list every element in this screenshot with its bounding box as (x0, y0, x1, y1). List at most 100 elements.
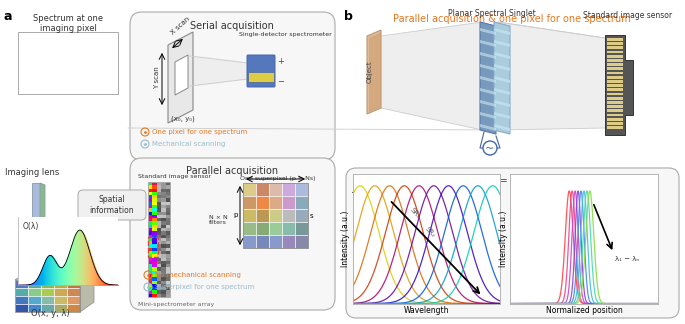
Text: Planar Spectral Singlet: Planar Spectral Singlet (448, 9, 536, 18)
Circle shape (483, 141, 497, 155)
Bar (157, 218, 161, 221)
Bar (41, 280, 54, 288)
Bar (157, 290, 161, 294)
Polygon shape (369, 32, 381, 112)
Bar (67, 304, 80, 312)
Polygon shape (480, 52, 496, 59)
Bar (157, 287, 161, 290)
Bar (148, 231, 152, 235)
Text: Spectral datacube: Spectral datacube (29, 262, 106, 271)
Bar (166, 274, 170, 277)
Bar (166, 281, 170, 284)
Y-axis label: Intensity (a.u.): Intensity (a.u.) (499, 211, 508, 267)
Text: X scan: X scan (169, 16, 190, 36)
Bar (157, 238, 161, 241)
FancyBboxPatch shape (247, 55, 275, 87)
Bar (243, 183, 256, 196)
Text: Serial acquisition: Serial acquisition (190, 21, 274, 31)
Bar (152, 195, 157, 198)
Bar (54, 296, 67, 304)
Bar (161, 294, 166, 297)
Bar (152, 215, 157, 218)
Bar (161, 228, 166, 231)
Bar (295, 235, 308, 248)
Bar (166, 294, 170, 297)
Text: b: b (344, 10, 353, 23)
Bar (152, 294, 157, 297)
Bar (152, 277, 157, 281)
Bar (41, 296, 54, 304)
Bar (256, 183, 269, 196)
Bar (166, 192, 170, 195)
Bar (607, 105, 623, 108)
Text: Single-detector spectrometer: Single-detector spectrometer (238, 32, 332, 37)
Polygon shape (480, 40, 496, 47)
Bar (243, 196, 256, 209)
Bar (166, 215, 170, 218)
Bar (15, 280, 28, 288)
Bar (607, 51, 623, 53)
Bar (157, 271, 161, 274)
Bar (166, 258, 170, 261)
Y-axis label: Intensity (a.u.): Intensity (a.u.) (341, 211, 350, 267)
Bar (157, 264, 161, 267)
Bar (18, 32, 118, 94)
Bar (157, 205, 161, 208)
Bar (607, 46, 623, 49)
Bar (256, 222, 269, 235)
Bar (148, 185, 152, 189)
Bar (161, 248, 166, 251)
Bar (54, 304, 67, 312)
Bar (248, 72, 274, 82)
Text: (x₀, y₀): (x₀, y₀) (171, 115, 195, 122)
Bar (161, 287, 166, 290)
FancyBboxPatch shape (346, 168, 679, 318)
Polygon shape (480, 64, 496, 71)
Bar (166, 267, 170, 271)
Bar (148, 182, 152, 185)
Bar (166, 225, 170, 228)
Bar (161, 281, 166, 284)
Bar (166, 261, 170, 264)
FancyBboxPatch shape (78, 190, 146, 220)
Polygon shape (494, 64, 510, 71)
Bar (161, 264, 166, 267)
Bar (282, 183, 295, 196)
Bar (607, 97, 623, 99)
Bar (161, 271, 166, 274)
Bar (161, 225, 166, 228)
Bar (607, 122, 623, 125)
Bar (157, 215, 161, 218)
Bar (148, 228, 152, 231)
Bar (282, 209, 295, 222)
Bar (41, 288, 54, 296)
Bar (607, 42, 623, 45)
Bar (256, 196, 269, 209)
Polygon shape (494, 100, 510, 107)
Text: Spectrum at one
imaging pixel: Spectrum at one imaging pixel (33, 14, 103, 33)
FancyBboxPatch shape (130, 158, 335, 310)
Polygon shape (367, 30, 381, 114)
Bar (148, 238, 152, 241)
Bar (152, 241, 157, 244)
Text: Object: Object (367, 61, 373, 83)
Bar (15, 280, 80, 312)
Bar (166, 182, 170, 185)
Bar (243, 209, 256, 222)
Bar (166, 198, 170, 202)
Text: Y scan: Y scan (154, 67, 160, 89)
Bar (166, 221, 170, 225)
Bar (148, 218, 152, 221)
Polygon shape (494, 52, 510, 59)
Bar (152, 228, 157, 231)
Bar (269, 209, 282, 222)
Bar (152, 221, 157, 225)
Bar (282, 196, 295, 209)
Bar (269, 183, 282, 196)
Bar (148, 205, 152, 208)
FancyBboxPatch shape (130, 12, 335, 160)
Bar (166, 212, 170, 215)
Bar (148, 277, 152, 281)
Bar (607, 59, 623, 62)
Bar (161, 182, 166, 185)
